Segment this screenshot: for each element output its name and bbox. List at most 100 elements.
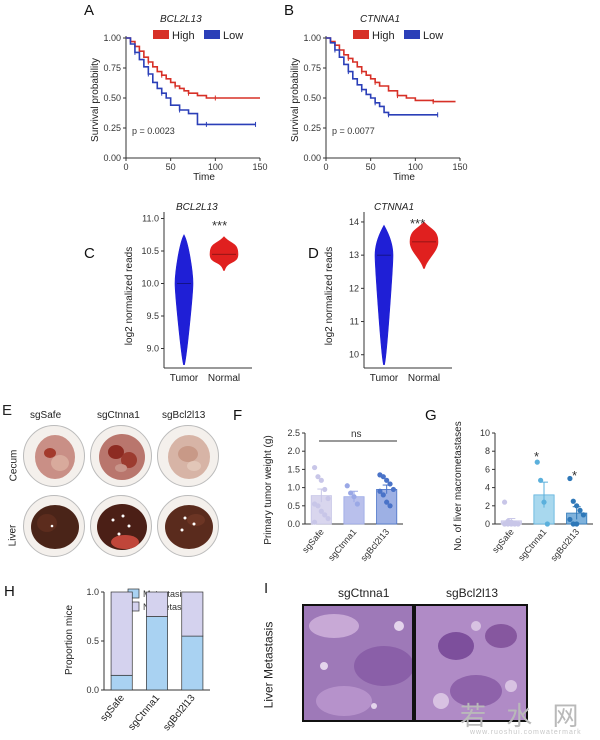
data-point (380, 474, 386, 480)
stacked-bar-metastasis (146, 616, 168, 691)
y-tick-label: 2.5 (287, 428, 300, 438)
y-tick-label: 0.25 (303, 123, 321, 133)
panel-h-plot-area: 0.0 0.5 1.0 sgSafe sgCtnna1 sgBcl2l13 (86, 587, 210, 733)
data-point (390, 486, 397, 493)
y-tick-label: 0.25 (103, 123, 121, 133)
violin-normal (209, 236, 239, 271)
liver-photo-sgsafe (23, 495, 85, 557)
legend-high-label: High (172, 30, 195, 42)
y-tick-label: 1.0 (86, 587, 99, 597)
panel-h-label: H (4, 583, 15, 600)
category-label: sgCtnna1 (126, 693, 162, 733)
x-tick-label: 50 (366, 162, 376, 172)
stacked-bar-no-metastasis (110, 591, 133, 676)
panel-d-plot-area: 10 11 12 13 14 Tumor Normal (349, 212, 452, 384)
y-tick-label: 12 (349, 283, 359, 293)
x-tick-label: 0 (123, 162, 128, 172)
panel-f-sig-label: ns (351, 429, 362, 440)
data-point (344, 483, 350, 489)
data-point (567, 475, 573, 482)
panel-d-violin-plot: D CTNNA1 log2 normalized reads 101112131… (308, 202, 452, 384)
violin-tumor (374, 224, 394, 365)
data-point (534, 459, 540, 465)
y-tick-label: 1.00 (303, 33, 321, 43)
panel-i-col-sgctnna1: sgCtnna1 (338, 586, 390, 600)
panel-a-xlabel: Time (193, 172, 215, 183)
panel-b-legend: High Low (353, 30, 443, 42)
panel-d-gene: CTNNA1 (374, 202, 414, 213)
panel-b-label: B (284, 2, 294, 19)
data-point (387, 481, 393, 487)
data-point (384, 477, 390, 483)
data-point (544, 521, 550, 527)
data-point (322, 486, 328, 493)
category-label: Tumor (170, 373, 199, 384)
data-point (322, 512, 328, 518)
y-tick-label: 0.5 (86, 636, 99, 646)
panel-b-pvalue: p = 0.0077 (332, 126, 375, 136)
panel-b-xlabel: Time (393, 172, 415, 183)
y-tick-label: 0.00 (303, 153, 321, 163)
y-tick-label: 10.0 (141, 279, 159, 289)
data-point (570, 498, 576, 504)
x-tick-label: 100 (208, 162, 223, 172)
panel-d-label: D (308, 245, 319, 262)
cecum-photo-sgctnna1 (90, 425, 152, 487)
panel-i-histology: I Liver Metastasis sgCtnna1 sgBcl2l13 (260, 580, 560, 730)
y-tick-label: 0.75 (303, 63, 321, 73)
category-label: sgCtnna1 (516, 527, 548, 563)
y-tick-label: 10 (349, 350, 359, 360)
panel-f-bar-chart: F Primary tumor weight (g) ns 0.0 0.5 1.0 1… (233, 407, 403, 563)
data-point (380, 492, 386, 498)
km-curve-high (126, 37, 260, 99)
x-tick-label: 0 (323, 162, 328, 172)
y-tick-label: 8 (485, 446, 490, 456)
panel-f-plot-area: 0.0 0.5 1.0 1.5 2.0 2.5 sgSafe sgCtnna1 sgBcl2l1… (287, 428, 403, 563)
y-tick-label: 1.5 (287, 464, 300, 474)
data-point (577, 507, 583, 513)
data-point (541, 499, 547, 505)
bar-sgbcl2l13 (376, 489, 398, 525)
category-label: sgSafe (300, 527, 326, 555)
y-tick-label: 0.0 (287, 519, 300, 529)
panel-g-label: G (425, 407, 437, 424)
data-point (501, 499, 508, 505)
col-label-sgsafe: sgSafe (30, 410, 62, 421)
liver-photo-sgbcl2l13 (157, 495, 219, 557)
violin-normal (409, 221, 439, 269)
category-label: sgSafe (99, 693, 128, 724)
panel-d-significance: *** (410, 216, 425, 231)
legend-swatch-high (353, 30, 369, 39)
data-point (574, 521, 580, 527)
panel-h-ylabel: Proportion mice (64, 605, 75, 675)
data-point (311, 464, 318, 471)
y-tick-label: 1.0 (287, 483, 300, 493)
x-tick-label: 150 (452, 162, 467, 172)
watermark-sub-1: www.ruoshui.com (470, 729, 540, 736)
panel-e-tissue-photos: E sgSafe sgCtnna1 sgBcl2l13 Cecum Liver (0, 400, 225, 570)
category-label: Tumor (370, 373, 399, 384)
y-tick-label: 13 (349, 250, 359, 260)
category-label: Normal (208, 373, 240, 384)
y-tick-label: 6 (485, 464, 490, 474)
panel-g-bar-chart: G No. of liver macrometastases 0 2 4 6 8 10 sg… (425, 407, 593, 563)
col-label-sgctnna1: sgCtnna1 (97, 410, 140, 421)
data-point (512, 521, 518, 527)
panel-b-ylabel: Survival probability (290, 58, 301, 142)
panel-g-ylabel: No. of liver macrometastases (453, 421, 464, 551)
cecum-photo-sgsafe (23, 425, 85, 487)
panel-c-significance: *** (212, 218, 227, 233)
stacked-bar-metastasis (181, 635, 204, 691)
histology-image-sgbcl2l13 (414, 604, 528, 722)
y-tick-label: 11.0 (142, 214, 159, 224)
legend-swatch-low (404, 30, 420, 39)
cecum-photo-sgbcl2l13 (157, 425, 219, 487)
data-point (538, 477, 544, 483)
legend-swatch-high (153, 30, 169, 39)
panel-a-ylabel: Survival probability (90, 58, 101, 142)
data-point (315, 474, 321, 480)
legend-low-label: Low (423, 30, 443, 42)
panel-d-ylabel: log2 normalized reads (324, 247, 335, 345)
watermark-text: 若 水 网 (460, 702, 585, 732)
data-point (580, 512, 587, 518)
